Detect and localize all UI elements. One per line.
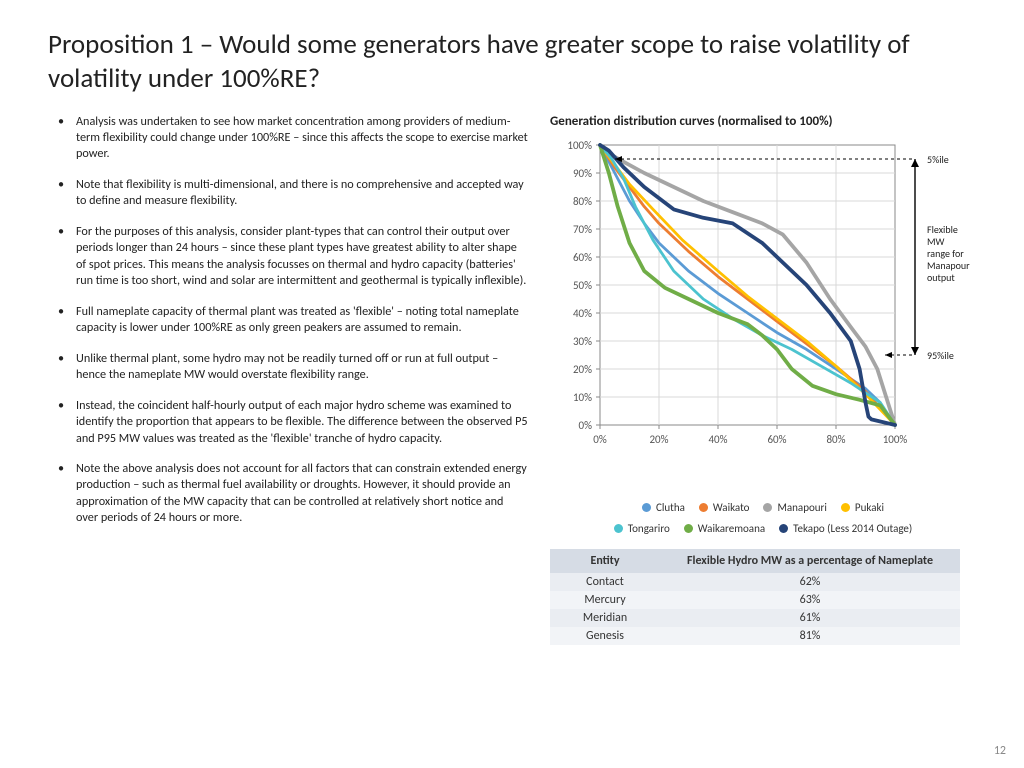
svg-text:90%: 90% [573,167,592,180]
svg-text:95%ile: 95%ile [927,349,954,362]
svg-text:80%: 80% [826,433,845,445]
distribution-chart: 0% 10% 20% 30% 40% 50% 60% 70% 80% 90% 100% 0% 20% 40… [550,135,970,445]
svg-text:20%: 20% [573,363,592,376]
table-cell: Contact [550,573,660,591]
svg-text:10%: 10% [573,391,592,404]
table-cell: Meridian [550,609,660,627]
flexible-hydro-table: EntityFlexible Hydro MW as a percentage … [550,549,960,645]
svg-text:80%: 80% [573,195,592,208]
bullet-list: Analysis was undertaken to see how marke… [48,114,528,527]
slide-title: Proposition 1 – Would some generators ha… [48,28,976,96]
page-number: 12 [994,744,1006,758]
svg-text:0%: 0% [579,419,593,432]
table-header: Flexible Hydro MW as a percentage of Nam… [660,549,960,573]
svg-text:60%: 60% [767,433,786,445]
svg-text:100%: 100% [567,139,592,152]
svg-text:50%: 50% [573,279,592,292]
svg-text:0%: 0% [593,433,607,445]
bullet-item: For the purposes of this analysis, consi… [76,224,528,290]
table-row: Contact62% [550,573,960,591]
table-header: Entity [550,549,660,573]
legend-label: Tongariro [628,522,670,535]
legend-dot [684,524,693,533]
svg-text:output: output [927,271,955,284]
table-cell: 61% [660,609,960,627]
svg-text:5%ile: 5%ile [927,153,949,166]
bullet-item: Full nameplate capacity of thermal plant… [76,304,528,337]
table-cell: 62% [660,573,960,591]
legend-label: Tekapo (Less 2014 Outage) [793,522,912,535]
chart-legend-row-2: Tongariro Waikaremoana Tekapo (Less 2014 O… [550,522,976,535]
svg-text:100%: 100% [883,433,908,445]
table-cell: Genesis [550,627,660,645]
table-row: Mercury63% [550,591,960,609]
bullet-item: Note the above analysis does not account… [76,461,528,527]
table-cell: 63% [660,591,960,609]
legend-label: Waikaremoana [698,522,765,535]
bullet-item: Instead, the coincident half-hourly outp… [76,398,528,447]
table-row: Genesis81% [550,627,960,645]
svg-text:70%: 70% [573,223,592,236]
legend-item: Waikaremoana [684,522,765,535]
legend-dot [779,524,788,533]
bullet-item: Analysis was undertaken to see how marke… [76,114,528,163]
svg-text:40%: 40% [573,307,592,320]
table-cell: Mercury [550,591,660,609]
svg-text:40%: 40% [708,433,727,445]
svg-text:30%: 30% [573,335,592,348]
chart-title: Generation distribution curves (normalis… [550,114,976,129]
legend-item: Tongariro [614,522,670,535]
legend-item: Tekapo (Less 2014 Outage) [779,522,912,535]
bullet-item: Note that flexibility is multi-dimension… [76,177,528,210]
svg-text:20%: 20% [649,433,668,445]
svg-text:60%: 60% [573,251,592,264]
bullet-item: Unlike thermal plant, some hydro may not… [76,351,528,384]
legend-dot [614,524,623,533]
chart-area: 0% 10% 20% 30% 40% 50% 60% 70% 80% 90% 100% 0% 20% 40… [550,135,970,505]
table-cell: 81% [660,627,960,645]
table-row: Meridian61% [550,609,960,627]
